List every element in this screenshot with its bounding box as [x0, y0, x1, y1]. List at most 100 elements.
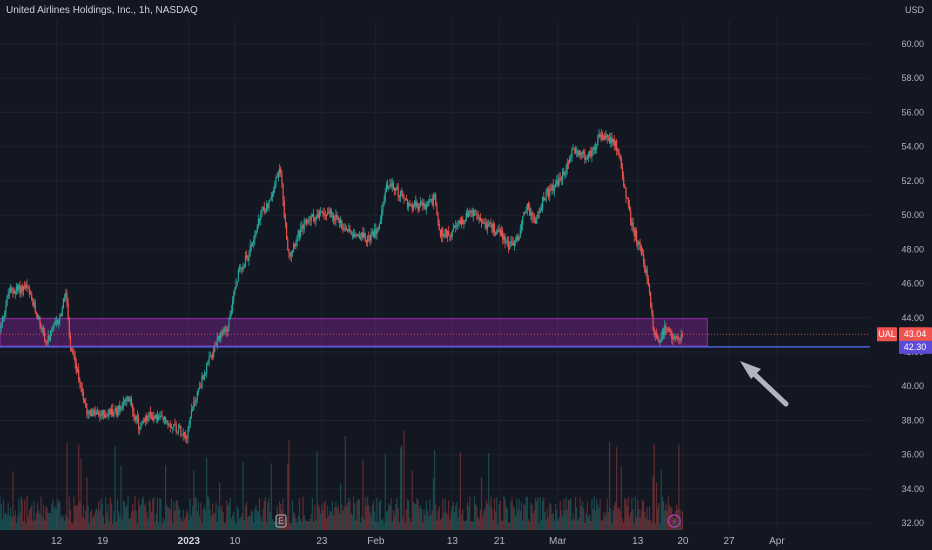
candle-body	[294, 244, 296, 247]
candle-body	[455, 225, 457, 228]
candle-body	[658, 338, 660, 343]
candle-body	[55, 320, 57, 322]
candle-body	[330, 209, 332, 217]
candle-body	[334, 218, 336, 221]
volume-bar	[372, 500, 375, 530]
volume-bar	[403, 430, 405, 530]
volume-bar	[381, 520, 383, 530]
candle-body	[276, 177, 278, 178]
volume-bar	[350, 513, 352, 530]
candle-body	[165, 417, 167, 422]
candle-body	[515, 240, 517, 242]
volume-bar	[325, 518, 328, 530]
candle-body	[145, 416, 147, 422]
candle-body	[616, 140, 618, 150]
volume-bar	[425, 500, 427, 530]
volume-bar	[482, 516, 484, 530]
candle-body	[26, 284, 28, 288]
candle-body	[58, 320, 60, 324]
volume-bar	[170, 498, 173, 530]
volume-bar	[635, 516, 638, 530]
volume-bar	[235, 523, 237, 530]
volume-bar	[634, 496, 637, 530]
candle-body	[139, 428, 141, 430]
candle-body	[462, 218, 464, 224]
volume-bar	[300, 518, 302, 530]
volume-bar	[165, 465, 167, 530]
volume-bar	[490, 496, 492, 530]
y-tick-label: 52.00	[901, 176, 924, 186]
candle-body	[211, 355, 214, 357]
volume-bar	[181, 521, 183, 530]
candle-body	[269, 198, 271, 201]
volume-bar	[413, 503, 416, 530]
volume-bar	[216, 522, 218, 530]
volume-bar	[558, 517, 560, 530]
volume-bar	[449, 519, 451, 530]
volume-bar	[2, 499, 5, 530]
volume-bar	[500, 520, 503, 530]
volume-bar	[6, 515, 8, 530]
volume-bar	[27, 516, 29, 530]
volume-bar	[396, 497, 398, 530]
candle-body	[611, 136, 613, 143]
y-tick-label: 54.00	[901, 142, 924, 152]
candle-body	[250, 245, 252, 247]
volume-bar	[502, 520, 504, 530]
volume-bar	[220, 509, 222, 530]
candle-body	[61, 308, 63, 317]
volume-bar	[369, 511, 371, 530]
volume-bar	[337, 505, 339, 530]
candle-body	[7, 294, 9, 297]
volume-bar	[401, 445, 403, 530]
candle-body	[44, 332, 46, 342]
volume-bar	[263, 501, 265, 530]
candle-body	[182, 432, 184, 436]
candle-body	[519, 229, 521, 238]
volume-bar	[351, 514, 353, 530]
volume-bar	[569, 499, 571, 530]
candle-body	[370, 232, 372, 241]
volume-bar	[75, 505, 77, 530]
candle-body	[186, 436, 188, 439]
candle-body	[654, 332, 656, 336]
volume-bar	[168, 507, 170, 530]
volume-bar	[390, 497, 392, 530]
candle-body	[248, 254, 250, 261]
volume-bar	[36, 502, 39, 530]
candle-body	[677, 338, 679, 339]
volume-bar	[479, 509, 481, 530]
candle-body	[650, 292, 652, 306]
candle-body	[325, 215, 328, 217]
candle-body	[388, 186, 390, 189]
volume-bar	[607, 512, 609, 530]
volume-bar	[13, 515, 15, 530]
volume-bar	[645, 518, 647, 530]
volume-bar	[455, 505, 457, 530]
candle-body	[204, 372, 207, 375]
candle-body	[332, 216, 335, 219]
candle-body	[268, 200, 270, 208]
volume-bar	[623, 522, 625, 530]
candle-body	[318, 211, 321, 219]
volume-bar	[201, 523, 203, 530]
volume-bar	[654, 523, 656, 530]
candle-body	[176, 431, 178, 433]
volume-bar	[442, 499, 444, 530]
support-zone-box	[0, 318, 708, 347]
candle-body	[365, 240, 368, 243]
candle-body	[511, 241, 513, 244]
candle-body	[368, 235, 370, 237]
candle-body	[249, 245, 251, 255]
candle-body	[600, 134, 602, 137]
volume-bar	[34, 520, 36, 530]
volume-bar	[597, 504, 599, 530]
candle-body	[123, 399, 126, 402]
volume-bar	[526, 497, 528, 530]
volume-bar	[328, 515, 330, 530]
volume-bar	[643, 501, 645, 530]
volume-bar	[438, 505, 440, 530]
candle-body	[110, 409, 113, 415]
